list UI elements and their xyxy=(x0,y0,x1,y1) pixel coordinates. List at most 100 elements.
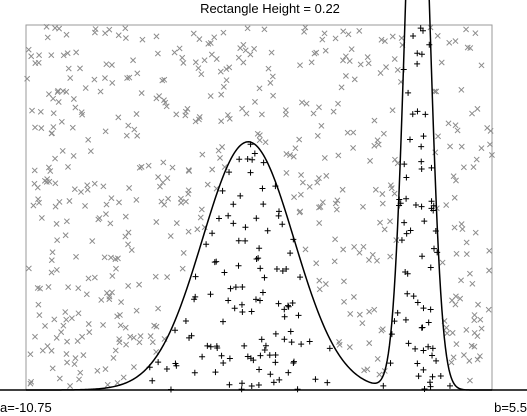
rejected-point xyxy=(258,111,265,118)
rejected-point xyxy=(224,112,231,118)
rejected-point xyxy=(118,299,125,306)
rejected-point xyxy=(474,356,481,363)
rejected-point xyxy=(115,114,122,121)
accepted-point xyxy=(204,342,211,349)
accepted-point xyxy=(155,359,162,366)
rejected-point xyxy=(374,355,381,362)
rejected-point xyxy=(51,316,58,323)
accepted-point xyxy=(192,273,199,280)
accepted-point xyxy=(260,201,267,208)
rejected-point xyxy=(372,186,379,193)
rejected-point xyxy=(134,70,141,77)
rejected-point xyxy=(136,339,143,346)
rejected-point xyxy=(298,171,305,178)
rejected-point xyxy=(256,137,263,144)
rejected-point xyxy=(97,88,104,95)
rejected-point xyxy=(356,311,363,318)
accepted-point xyxy=(288,339,295,346)
rejected-point xyxy=(301,28,308,35)
rejected-point xyxy=(283,150,290,157)
rejected-point xyxy=(365,60,372,67)
rejected-point xyxy=(65,284,72,291)
accepted-point xyxy=(235,262,242,269)
rejected-point xyxy=(439,259,446,266)
accepted-point xyxy=(260,159,267,166)
accepted-point xyxy=(420,133,427,140)
rejected-point xyxy=(377,70,384,76)
rejected-point xyxy=(340,57,346,64)
rejected-point xyxy=(125,241,132,248)
rejected-point xyxy=(125,282,132,289)
rejected-point xyxy=(243,110,250,117)
rejected-point xyxy=(198,206,205,213)
accepted-point xyxy=(281,336,288,343)
rejected-point xyxy=(50,95,57,102)
rejected-point xyxy=(347,310,354,317)
rejected-point xyxy=(380,130,387,137)
rejected-point xyxy=(77,65,83,72)
rejected-point xyxy=(364,366,371,373)
accepted-point xyxy=(182,318,189,325)
accepted-point xyxy=(387,360,394,367)
accepted-point xyxy=(418,158,425,165)
accepted-point xyxy=(420,305,427,312)
rejected-point xyxy=(471,312,478,318)
rejected-point xyxy=(34,184,41,191)
accepted-point xyxy=(225,212,232,219)
rejected-point xyxy=(452,122,459,129)
accepted-point xyxy=(236,156,243,163)
accepted-point xyxy=(287,328,294,335)
accepted-point xyxy=(421,218,428,225)
accepted-point xyxy=(306,338,313,345)
accepted-point xyxy=(259,289,266,296)
rejected-point xyxy=(333,206,340,213)
accepted-point xyxy=(401,161,408,168)
rejected-point xyxy=(76,376,83,383)
rejected-point xyxy=(71,186,78,193)
rejected-point xyxy=(96,215,103,222)
rejected-point xyxy=(44,34,51,41)
rejected-point xyxy=(443,324,450,331)
accepted-point xyxy=(258,336,265,343)
rejected-point xyxy=(68,315,75,322)
accepted-point xyxy=(220,318,227,325)
rejected-point xyxy=(54,89,61,96)
rejected-point xyxy=(149,339,156,346)
rejected-point xyxy=(316,204,322,211)
rejected-point xyxy=(48,347,55,354)
rejected-point xyxy=(64,50,71,57)
rejected-point xyxy=(190,30,197,37)
density-curve xyxy=(26,0,492,391)
rejected-point xyxy=(153,33,160,40)
rejected-point xyxy=(138,90,145,97)
accepted-point xyxy=(285,369,292,376)
rejected-point xyxy=(213,56,220,62)
rejected-point xyxy=(488,152,495,158)
rejected-point xyxy=(452,38,459,45)
rejected-point xyxy=(447,143,454,150)
rejected-point xyxy=(292,145,299,152)
rejected-point xyxy=(297,208,304,215)
accepted-point xyxy=(225,297,232,304)
rejected-point xyxy=(478,325,485,332)
rejected-point xyxy=(124,75,131,82)
accepted-point xyxy=(232,284,239,291)
accepted-point xyxy=(279,268,286,275)
rejected-point xyxy=(186,168,193,174)
accepted-point xyxy=(429,345,436,352)
rejected-point xyxy=(267,79,274,86)
accepted-point xyxy=(437,372,444,379)
rejected-point xyxy=(130,57,137,64)
rejected-point xyxy=(262,139,269,146)
rejected-point xyxy=(282,107,289,114)
rejected-point xyxy=(75,310,82,317)
accepted-point xyxy=(414,60,421,67)
rejected-point xyxy=(52,180,59,187)
rejected-point xyxy=(458,86,465,93)
rejected-point xyxy=(100,322,107,328)
rejected-point xyxy=(116,199,122,206)
rejected-point xyxy=(164,274,171,281)
rejected-point xyxy=(351,243,358,250)
rejected-point xyxy=(52,155,59,162)
rejected-point xyxy=(374,257,380,264)
